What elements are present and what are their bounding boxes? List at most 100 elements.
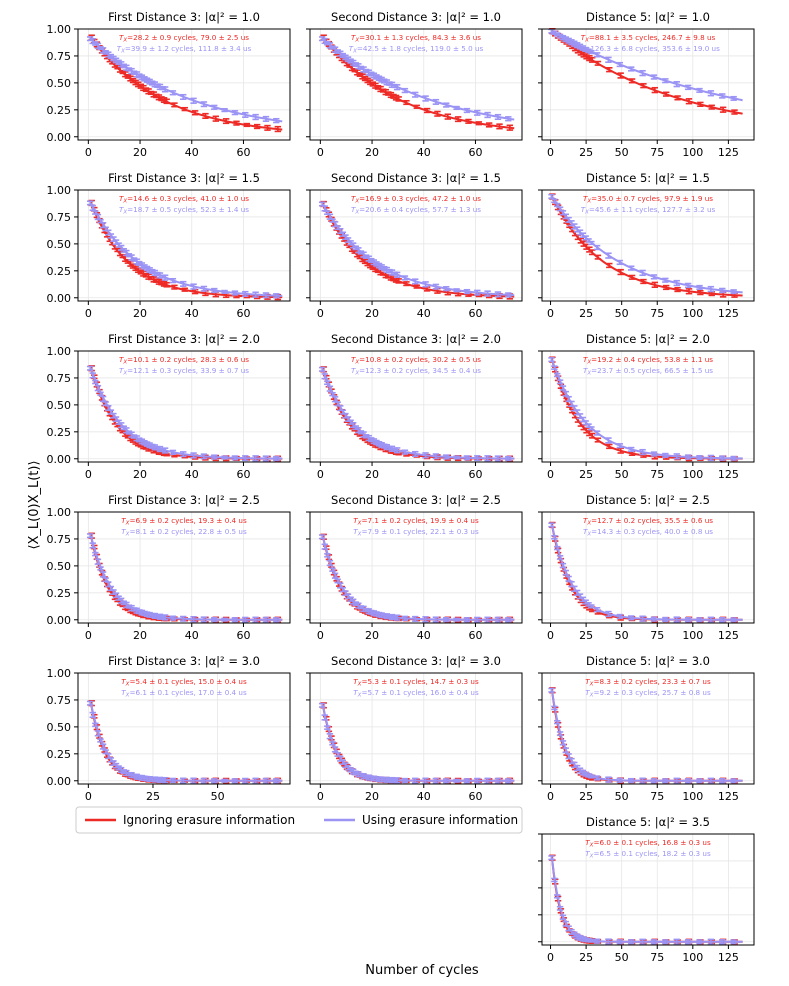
x-tick-label: 40 bbox=[417, 307, 431, 320]
x-tick-label: 100 bbox=[682, 307, 703, 320]
fit-annotation: TX=6.1 ± 0.1 cycles, 17.0 ± 0.4 us bbox=[121, 688, 247, 699]
x-tick-label: 125 bbox=[718, 790, 739, 803]
panel-2-0: First Distance 3: |α|² = 2.0 TX=10.1 ± 0.… bbox=[47, 332, 291, 481]
x-tick-label: 60 bbox=[236, 468, 250, 481]
x-tick-label: 20 bbox=[133, 468, 147, 481]
series-use bbox=[86, 365, 283, 462]
panel-0-2: Distance 5: |α|² = 1.0 TX=88.1 ± 3.5 cycl… bbox=[538, 10, 755, 159]
x-tick-label: 125 bbox=[718, 629, 739, 642]
x-tick-label: 25 bbox=[146, 790, 160, 803]
fit-annotation: TX=30.1 ± 1.3 cycles, 84.3 ± 3.6 us bbox=[351, 33, 481, 44]
fit-annotation: TX=12.7 ± 0.2 cycles, 35.5 ± 0.6 us bbox=[583, 516, 713, 527]
axes-frame bbox=[309, 189, 523, 302]
y-tick-label: 0.50 bbox=[47, 77, 72, 90]
x-tick-label: 40 bbox=[417, 629, 431, 642]
y-tick-label: 0.25 bbox=[47, 587, 72, 600]
fit-annotation: TX=10.8 ± 0.2 cycles, 30.2 ± 0.5 us bbox=[351, 355, 481, 366]
axes-frame bbox=[541, 511, 755, 624]
panel-title: First Distance 3: |α|² = 3.0 bbox=[108, 654, 260, 668]
axes-frame bbox=[77, 189, 291, 302]
y-tick-label: 1.00 bbox=[47, 345, 72, 358]
x-tick-label: 20 bbox=[133, 307, 147, 320]
axes-frame bbox=[77, 28, 291, 141]
fit-annotation: TX=23.7 ± 0.5 cycles, 66.5 ± 1.5 us bbox=[583, 366, 713, 377]
x-tick-label: 25 bbox=[579, 951, 593, 964]
x-tick-label: 25 bbox=[579, 629, 593, 642]
fit-annotation: TX=9.2 ± 0.3 cycles, 25.7 ± 0.8 us bbox=[585, 688, 711, 699]
axes-frame bbox=[541, 189, 755, 302]
panel-title: First Distance 3: |α|² = 1.5 bbox=[108, 171, 260, 185]
x-tick-label: 50 bbox=[615, 146, 629, 159]
x-tick-label: 60 bbox=[468, 629, 482, 642]
x-tick-label: 0 bbox=[317, 146, 324, 159]
series-ignore bbox=[320, 533, 515, 623]
series-ignore bbox=[549, 521, 743, 623]
series-use bbox=[548, 193, 743, 295]
y-tick-label: 0.75 bbox=[47, 533, 72, 546]
axes-frame bbox=[309, 28, 523, 141]
x-tick-label: 60 bbox=[236, 307, 250, 320]
x-tick-label: 0 bbox=[547, 146, 554, 159]
x-tick-label: 60 bbox=[468, 790, 482, 803]
x-tick-label: 75 bbox=[650, 629, 664, 642]
y-tick-label: 0.50 bbox=[47, 721, 72, 734]
fit-annotation: TX=12.1 ± 0.3 cycles, 33.9 ± 0.7 us bbox=[119, 366, 249, 377]
series-ignore bbox=[88, 532, 283, 623]
x-tick-label: 50 bbox=[615, 468, 629, 481]
fit-annotation: TX=45.6 ± 1.1 cycles, 127.7 ± 3.2 us bbox=[581, 205, 716, 216]
y-tick-label: 0.50 bbox=[47, 399, 72, 412]
x-tick-label: 60 bbox=[468, 146, 482, 159]
panel-1-0: First Distance 3: |α|² = 1.5 TX=14.6 ± 0.… bbox=[47, 171, 291, 320]
axes-frame bbox=[77, 350, 291, 463]
x-tick-label: 20 bbox=[365, 146, 379, 159]
panel-title: Second Distance 3: |α|² = 2.5 bbox=[331, 493, 501, 507]
series-use bbox=[86, 533, 283, 623]
series-ignore bbox=[320, 366, 515, 462]
series-use bbox=[548, 687, 743, 784]
y-axis-label: ⟨X_L(0)X_L(t)⟩ bbox=[27, 460, 42, 549]
axes-frame bbox=[77, 511, 291, 624]
y-tick-label: 1.00 bbox=[47, 184, 72, 197]
panel-title: Distance 5: |α|² = 2.0 bbox=[586, 332, 710, 346]
fit-line bbox=[321, 368, 515, 460]
y-tick-label: 0.50 bbox=[47, 238, 72, 251]
panel-2-1: Second Distance 3: |α|² = 2.0 TX=10.8 ± 0… bbox=[306, 332, 523, 481]
x-tick-label: 40 bbox=[417, 790, 431, 803]
fit-annotation: TX=5.4 ± 0.1 cycles, 15.0 ± 0.4 us bbox=[121, 677, 247, 688]
x-tick-label: 0 bbox=[85, 629, 92, 642]
x-tick-label: 125 bbox=[718, 468, 739, 481]
panel-title: First Distance 3: |α|² = 2.5 bbox=[108, 493, 260, 507]
axes-frame bbox=[309, 350, 523, 463]
y-tick-label: 0.00 bbox=[47, 453, 72, 466]
x-tick-label: 20 bbox=[365, 468, 379, 481]
y-tick-label: 0.25 bbox=[47, 265, 72, 278]
panel-5-2: Distance 5: |α|² = 3.5 TX=6.0 ± 0.1 cycle… bbox=[538, 815, 755, 964]
x-tick-label: 40 bbox=[417, 146, 431, 159]
y-tick-label: 0.75 bbox=[47, 211, 72, 224]
panel-title: Distance 5: |α|² = 1.0 bbox=[586, 10, 710, 24]
x-axis-label: Number of cycles bbox=[365, 963, 479, 978]
x-tick-label: 0 bbox=[547, 629, 554, 642]
x-tick-label: 0 bbox=[85, 468, 92, 481]
x-tick-label: 60 bbox=[236, 146, 250, 159]
y-tick-label: 0.25 bbox=[47, 426, 72, 439]
series-use bbox=[548, 28, 743, 102]
fit-annotation: TX=8.1 ± 0.2 cycles, 22.8 ± 0.5 us bbox=[121, 527, 247, 538]
x-tick-label: 25 bbox=[579, 146, 593, 159]
x-tick-label: 75 bbox=[650, 951, 664, 964]
fit-annotation: TX=5.3 ± 0.1 cycles, 14.7 ± 0.3 us bbox=[353, 677, 479, 688]
x-tick-label: 0 bbox=[317, 790, 324, 803]
fit-annotation: TX=39.9 ± 1.2 cycles, 111.8 ± 3.4 us bbox=[117, 44, 252, 55]
y-tick-label: 0.25 bbox=[47, 748, 72, 761]
fit-annotation: TX=12.3 ± 0.2 cycles, 34.5 ± 0.4 us bbox=[351, 366, 481, 377]
axes-frame bbox=[77, 672, 291, 785]
series-use bbox=[318, 36, 515, 122]
panel-title: Distance 5: |α|² = 1.5 bbox=[586, 171, 710, 185]
fit-annotation: TX=19.2 ± 0.4 cycles, 53.8 ± 1.1 us bbox=[583, 355, 713, 366]
x-tick-label: 125 bbox=[718, 307, 739, 320]
x-tick-label: 100 bbox=[682, 951, 703, 964]
fit-line bbox=[89, 367, 283, 460]
series-ignore bbox=[88, 365, 283, 462]
x-tick-label: 50 bbox=[615, 951, 629, 964]
fit-annotation: TX=5.7 ± 0.1 cycles, 16.0 ± 0.4 us bbox=[353, 688, 479, 699]
